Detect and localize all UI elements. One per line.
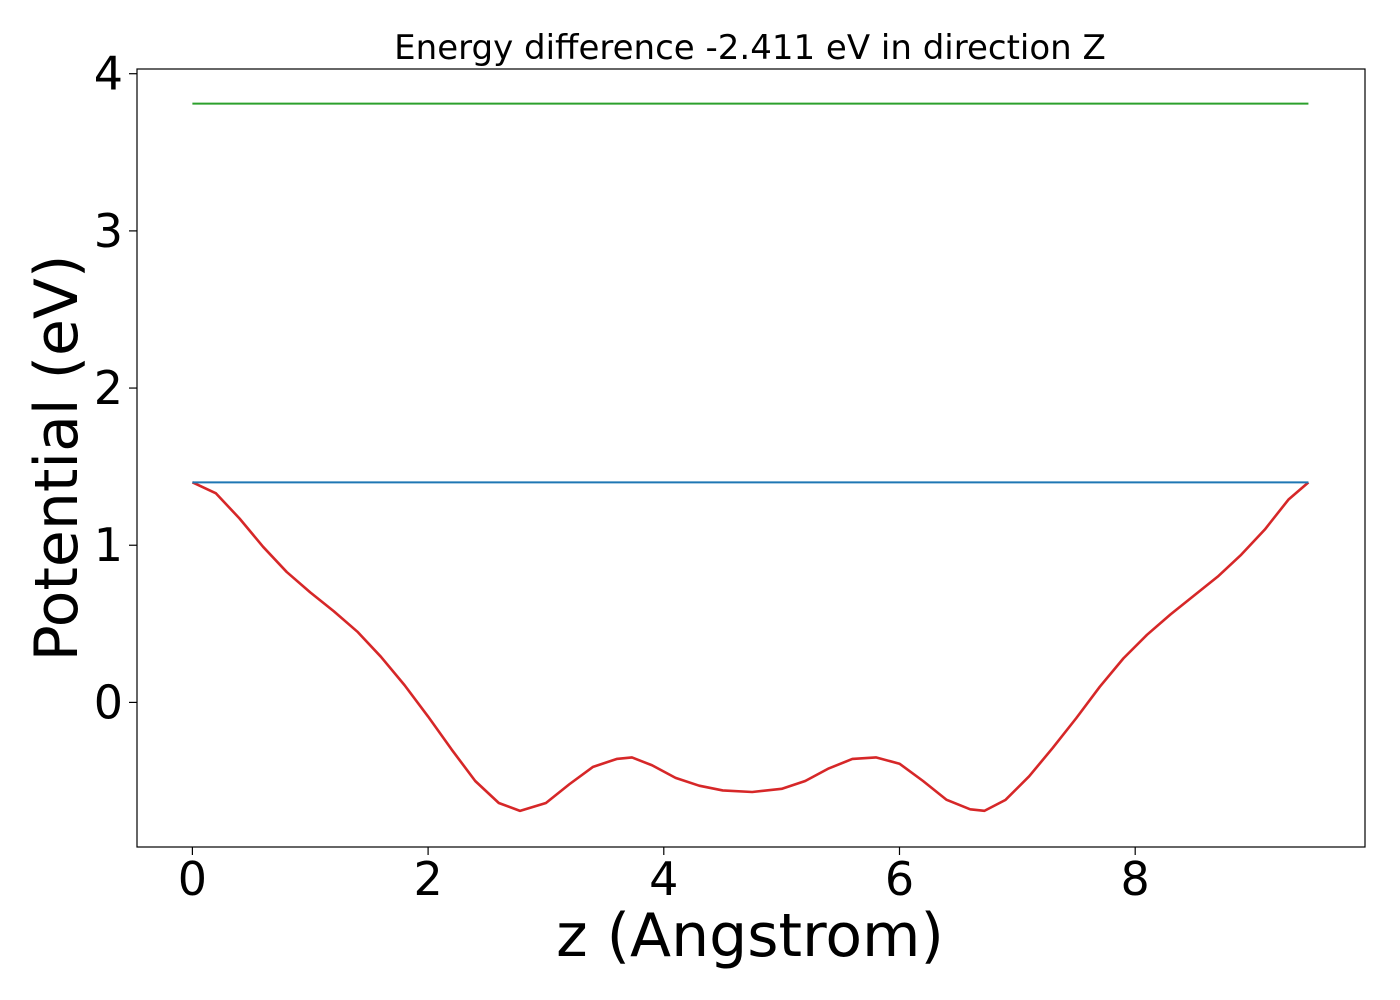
x-tick-label: 8	[1121, 852, 1150, 906]
y-tick-label: 4	[94, 47, 123, 101]
y-tick-label: 3	[94, 204, 123, 258]
y-axis-ticks: 0 1 2 3 4	[94, 47, 137, 729]
y-tick-label: 1	[94, 518, 123, 572]
plot-frame	[136, 68, 1366, 848]
x-axis-ticks: 0 2 4 6 8	[178, 847, 1150, 906]
x-tick-label: 0	[178, 852, 207, 906]
x-tick-label: 6	[885, 852, 914, 906]
x-tick-label: 2	[413, 852, 442, 906]
series-line-0	[191, 481, 1310, 813]
x-axis-label: z (Angstrom)	[556, 901, 944, 971]
x-tick-label: 4	[649, 852, 678, 906]
y-axis-label: Potential (eV)	[22, 255, 92, 662]
y-tick-label: 0	[94, 675, 123, 729]
series-layer	[191, 102, 1310, 813]
y-tick-label: 2	[94, 361, 123, 415]
chart-title: Energy difference -2.411 eV in direction…	[394, 28, 1106, 68]
